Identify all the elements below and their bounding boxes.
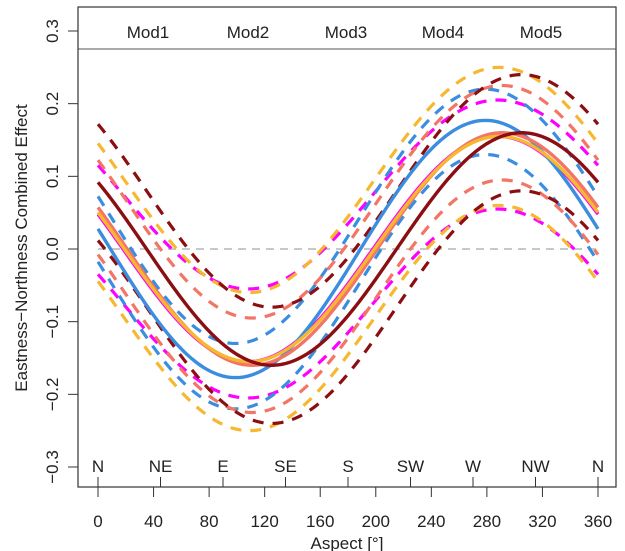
x-axis-title: Aspect [°] (311, 534, 384, 551)
mod5-mean-line (96, 131, 600, 367)
legend-entry-mod4: Mod4 (422, 23, 465, 42)
compass-label: SW (397, 457, 424, 476)
legend: Mod1 Mod2 Mod3 Mod4 Mod5 (127, 23, 563, 42)
y-tick-label: 0.2 (43, 92, 62, 116)
mod5-lower-bound-line (96, 189, 600, 425)
mod3-upper-bound-line (96, 83, 600, 320)
x-tick-label: 280 (473, 512, 501, 531)
x-tick-label: 200 (362, 512, 390, 531)
compass-label: N (592, 457, 604, 476)
series-group (96, 65, 600, 433)
y-axis-title: Eastness−Northness Combined Effect (12, 104, 31, 392)
compass-label: SE (274, 457, 297, 476)
x-tick-label: 40 (144, 512, 163, 531)
legend-entry-mod3: Mod3 (325, 23, 368, 42)
compass-label: S (342, 457, 353, 476)
compass-axis: N NE E SE S SW W NW N (92, 457, 604, 487)
x-tick-label: 120 (250, 512, 278, 531)
compass-label: N (92, 457, 104, 476)
legend-entry-mod1: Mod1 (127, 23, 170, 42)
y-tick-label: −0.1 (43, 305, 62, 339)
y-axis: −0.3 −0.2 −0.1 0.0 0.1 0.2 0.3 (43, 19, 79, 484)
x-tick-label: 320 (528, 512, 556, 531)
x-tick-label: 240 (417, 512, 445, 531)
compass-label: E (217, 457, 228, 476)
y-tick-label: −0.2 (43, 378, 62, 412)
compass-label: W (465, 457, 481, 476)
legend-entry-mod2: Mod2 (227, 23, 270, 42)
mod4-upper-bound-line (96, 65, 600, 295)
mod4-mean-line (96, 134, 600, 364)
y-tick-label: 0.1 (43, 165, 62, 189)
x-tick-label: 0 (93, 512, 102, 531)
x-tick-label: 160 (306, 512, 334, 531)
mod2-lower-bound-line (96, 152, 600, 411)
mod5-upper-bound-line (96, 73, 600, 309)
x-tick-label: 360 (584, 512, 612, 531)
mod3-lower-bound-line (96, 178, 600, 415)
mod1-upper-bound-line (96, 98, 600, 291)
x-axis: 0 40 80 120 160 200 240 280 320 360 (93, 486, 612, 531)
compass-label: NE (149, 457, 173, 476)
y-tick-label: 0.3 (43, 19, 62, 43)
compass-label: NW (521, 457, 549, 476)
mod2-upper-bound-line (96, 87, 600, 346)
mod4-lower-bound-line (96, 203, 600, 433)
x-tick-label: 80 (200, 512, 219, 531)
y-tick-label: −0.3 (43, 450, 62, 484)
mod2-mean-line (96, 118, 600, 380)
legend-entry-mod5: Mod5 (520, 23, 563, 42)
y-tick-label: 0.0 (43, 237, 62, 261)
mod1-lower-bound-line (96, 207, 600, 400)
